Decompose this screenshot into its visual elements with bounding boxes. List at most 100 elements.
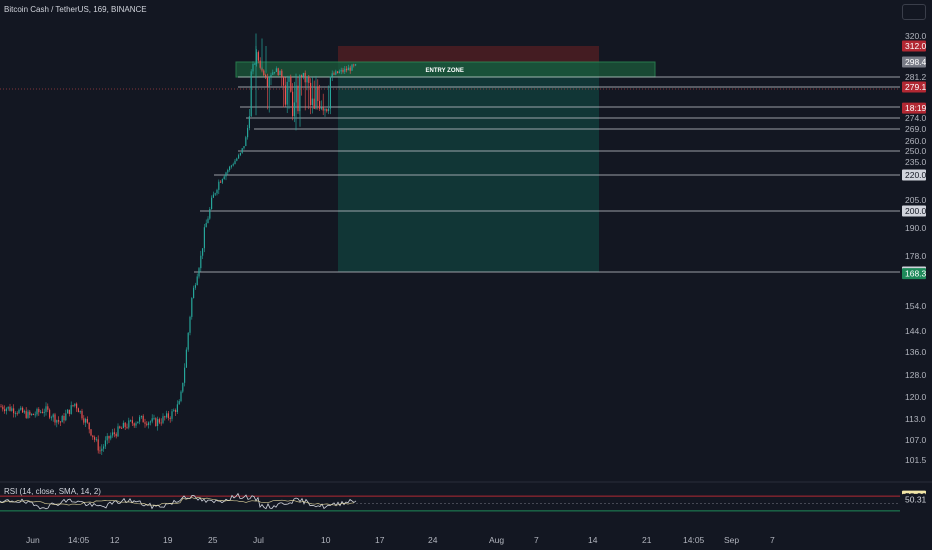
take-profit-zone[interactable] (338, 62, 599, 272)
price-tick-label: 178.0 (905, 251, 927, 261)
candle (36, 407, 38, 417)
candle (157, 416, 159, 431)
candle (247, 124, 249, 140)
candle (335, 69, 337, 76)
svg-text:200.0: 200.0 (905, 206, 927, 216)
candle (297, 76, 299, 114)
candle (108, 435, 110, 443)
candle (149, 420, 151, 426)
candle (227, 168, 229, 175)
candle (31, 413, 33, 416)
candle (328, 85, 330, 115)
price-tag: 168.3 (902, 268, 927, 280)
candle (324, 108, 326, 117)
candle (257, 50, 259, 64)
candle (263, 69, 265, 77)
price-tick-label: 260.0 (905, 136, 927, 146)
candle (355, 63, 357, 67)
candle (279, 70, 281, 76)
candle (113, 428, 115, 438)
time-tick-label: 10 (321, 535, 331, 545)
candle (284, 77, 286, 107)
price-tick-label: 235.0 (905, 157, 927, 167)
candle (47, 403, 49, 413)
candle (65, 409, 67, 422)
candle (221, 178, 223, 185)
price-tick-label: 154.0 (905, 301, 927, 311)
candle (319, 84, 321, 112)
rsi-indicator-title[interactable]: RSI (14, close, SMA, 14, 2) (4, 487, 101, 496)
symbol-title: Bitcoin Cash / TetherUS, 169, BINANCE (4, 5, 147, 14)
candle (277, 67, 279, 76)
candle (288, 75, 290, 110)
candle (20, 405, 22, 411)
time-tick-label: 7 (770, 535, 775, 545)
candle (202, 248, 204, 260)
candle (272, 69, 274, 76)
candle (164, 415, 166, 421)
time-tick-label: 14 (588, 535, 598, 545)
price-tag: 220.0 (902, 169, 927, 181)
candle (293, 81, 295, 123)
candle (160, 418, 162, 426)
rsi-value-tag: 50.31 (902, 493, 927, 505)
candle (178, 399, 180, 405)
candle (50, 415, 52, 421)
candle (139, 415, 141, 425)
candle (281, 69, 283, 87)
chart-settings-button[interactable] (902, 4, 926, 20)
candle (194, 282, 196, 290)
candle (34, 411, 36, 418)
candle (234, 158, 236, 165)
svg-text:220.0: 220.0 (905, 170, 927, 180)
candle (180, 390, 182, 403)
candle (301, 74, 303, 96)
candle (2, 404, 4, 412)
candle (40, 409, 42, 414)
candle (135, 421, 137, 429)
candle (119, 425, 121, 429)
candle (198, 267, 200, 279)
candle (196, 273, 198, 286)
candle (302, 72, 304, 80)
candle (133, 422, 135, 428)
candle (54, 412, 56, 426)
candle (176, 400, 178, 414)
time-tick-label: 25 (208, 535, 218, 545)
candle (63, 412, 65, 424)
candle (308, 75, 310, 110)
price-tick-label: 269.0 (905, 124, 927, 134)
stop-loss-zone[interactable] (338, 46, 599, 62)
candle (265, 73, 267, 79)
candle (32, 413, 34, 416)
candle (256, 49, 258, 67)
candle (11, 406, 13, 412)
candle (338, 69, 340, 74)
candle (310, 78, 312, 115)
time-tick-label: 17 (375, 535, 385, 545)
candle (232, 162, 234, 167)
candle (283, 76, 285, 108)
candle (130, 419, 132, 423)
candle (106, 433, 108, 445)
candle (83, 415, 85, 425)
candle (126, 423, 128, 429)
candle (112, 428, 114, 438)
price-tick-label: 205.0 (905, 195, 927, 205)
time-tick-label: Aug (489, 535, 504, 545)
candle (266, 73, 268, 110)
candle (239, 152, 241, 157)
rsi-sma-line (0, 496, 355, 506)
candle (187, 332, 189, 352)
candle (218, 179, 220, 194)
candle (121, 426, 123, 429)
candle (189, 315, 191, 336)
candle (290, 74, 292, 93)
candle (322, 93, 324, 116)
candle (99, 446, 101, 454)
candle (151, 414, 153, 424)
candle (56, 419, 58, 428)
candle (344, 66, 346, 75)
time-tick-label: 14:05 (68, 535, 90, 545)
